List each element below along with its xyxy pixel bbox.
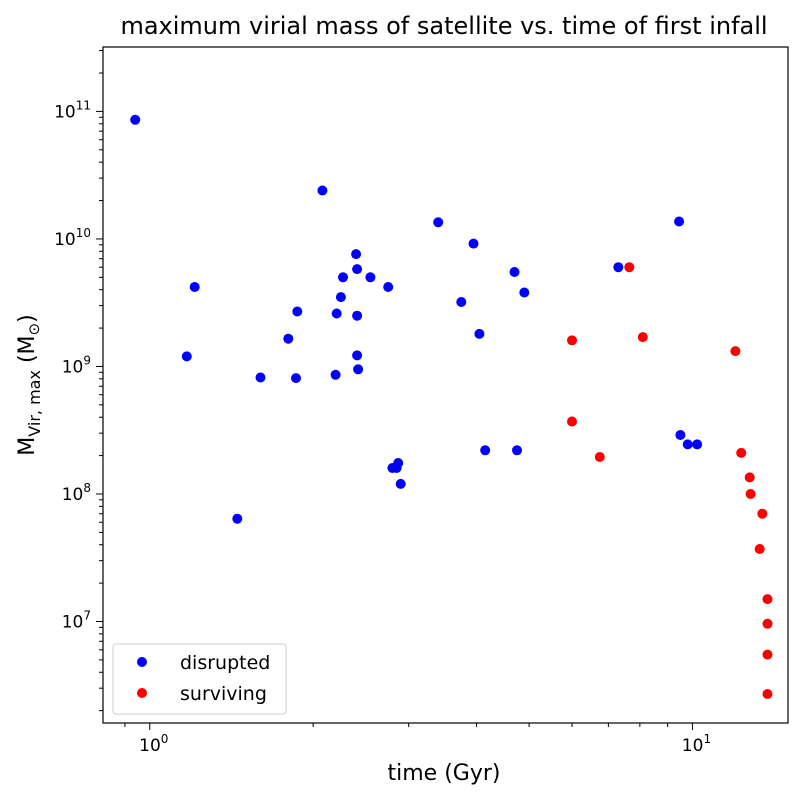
chart-title: maximum virial mass of satellite vs. tim…: [120, 12, 767, 40]
legend-box: [112, 643, 287, 715]
data-point-surviving: [762, 594, 773, 605]
data-point-disrupted: [317, 185, 328, 196]
data-point-disrupted: [189, 282, 200, 292]
data-point-disrupted: [509, 267, 520, 277]
x-tick-base: 10: [139, 736, 161, 756]
data-point-surviving: [744, 472, 755, 483]
data-point-surviving: [594, 452, 605, 462]
y-axis-label-sub: Vir, max: [25, 370, 44, 437]
data-point-disrupted: [468, 238, 479, 249]
data-point-disrupted: [519, 287, 530, 298]
y-axis-label: MVir, max (M⊙): [15, 314, 44, 455]
plot-area: [102, 46, 789, 724]
data-point-surviving: [624, 262, 635, 273]
y-axis-label-main: M: [15, 437, 40, 456]
data-point-disrupted: [331, 308, 342, 319]
data-point-surviving: [762, 649, 773, 660]
y-tick-exponent: 7: [83, 609, 91, 623]
data-point-surviving: [762, 689, 773, 699]
y-axis-label-unit-open: (M: [15, 335, 40, 370]
y-axis-label-unit-sub: ⊙: [25, 323, 43, 336]
data-point-surviving: [745, 489, 756, 499]
data-point-disrupted: [181, 351, 192, 362]
data-point-disrupted: [365, 272, 376, 283]
legend-marker-disrupted: [137, 657, 147, 667]
y-tick-exponent: 8: [83, 481, 91, 495]
data-point-disrupted: [613, 262, 624, 273]
y-tick-exponent: 9: [83, 353, 91, 367]
data-point-disrupted: [682, 439, 693, 450]
y-tick-base: 10: [62, 485, 84, 505]
data-point-surviving: [762, 618, 773, 629]
data-point-disrupted: [255, 372, 266, 383]
y-tick-label: 109: [62, 353, 91, 377]
x-tick-label: 100: [139, 732, 168, 756]
data-point-disrupted: [456, 297, 467, 307]
data-point-surviving: [754, 544, 765, 554]
y-tick-label: 1011: [54, 98, 91, 122]
y-tick-exponent: 10: [76, 226, 91, 240]
data-point-disrupted: [335, 292, 346, 303]
legend-label-surviving: surviving: [180, 683, 267, 705]
data-point-disrupted: [330, 369, 341, 380]
legend: disrupted surviving: [112, 643, 287, 715]
data-point-disrupted: [692, 439, 703, 450]
legend-label-disrupted: disrupted: [180, 652, 270, 674]
data-point-disrupted: [351, 249, 362, 260]
y-tick-label: 108: [62, 481, 91, 505]
data-point-disrupted: [352, 264, 363, 275]
data-point-disrupted: [352, 310, 363, 321]
data-point-disrupted: [130, 114, 141, 125]
data-point-surviving: [757, 508, 768, 519]
x-tick-label: 101: [682, 732, 711, 756]
y-tick-exponent: 11: [76, 98, 91, 112]
legend-marker-surviving: [137, 688, 147, 698]
y-tick-base: 10: [62, 357, 84, 377]
data-point-disrupted: [674, 216, 685, 227]
data-point-disrupted: [433, 217, 444, 228]
data-point-disrupted: [383, 282, 394, 292]
data-point-disrupted: [291, 373, 301, 384]
data-point-disrupted: [512, 445, 522, 456]
data-point-disrupted: [352, 350, 363, 361]
x-tick-exponent: 0: [161, 732, 169, 746]
data-point-surviving: [736, 447, 747, 458]
data-point-disrupted: [283, 333, 294, 344]
y-tick-base: 10: [54, 102, 76, 122]
y-axis-label-unit-close: ): [15, 314, 40, 323]
data-point-disrupted: [292, 306, 303, 317]
data-point-surviving: [730, 346, 741, 357]
data-point-surviving: [637, 332, 648, 343]
x-axis-label: time (Gyr): [388, 761, 501, 786]
data-point-disrupted: [395, 478, 406, 489]
data-point-disrupted: [480, 445, 491, 456]
data-point-disrupted: [474, 328, 485, 339]
y-tick-label: 1010: [54, 226, 91, 250]
data-point-disrupted: [338, 272, 348, 283]
x-tick-exponent: 1: [703, 732, 711, 746]
data-point-disrupted: [232, 513, 243, 524]
data-point-disrupted: [675, 430, 686, 440]
data-point-surviving: [567, 416, 577, 427]
y-tick-label: 107: [62, 609, 91, 633]
x-tick-base: 10: [682, 736, 704, 756]
data-point-disrupted: [393, 458, 404, 468]
y-tick-base: 10: [54, 230, 76, 250]
points-layer: [130, 114, 773, 699]
data-point-disrupted: [353, 364, 364, 375]
data-point-surviving: [567, 335, 577, 346]
y-tick-base: 10: [62, 613, 84, 633]
